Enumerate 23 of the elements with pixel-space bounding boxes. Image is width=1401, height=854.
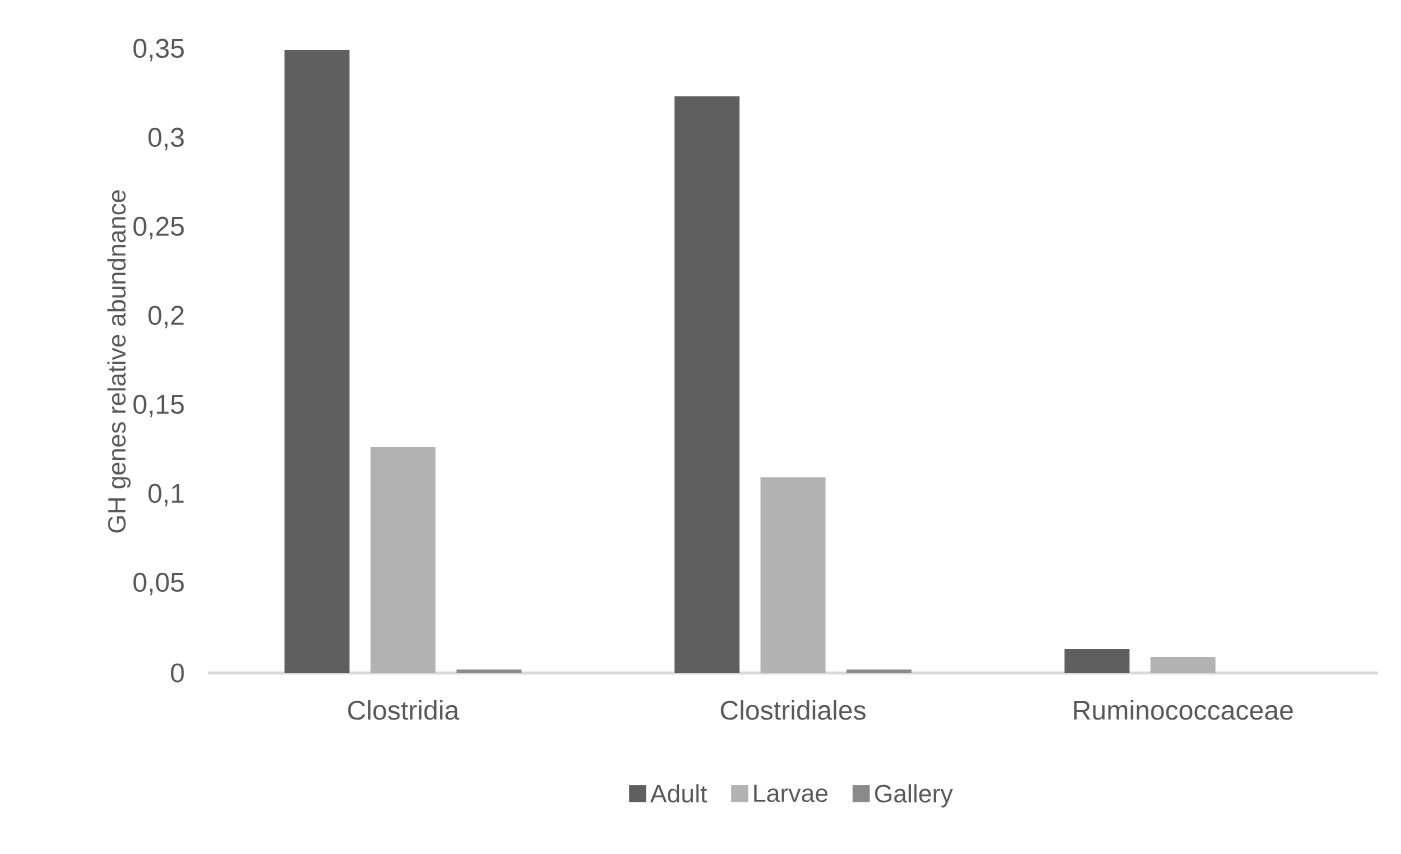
bar — [760, 477, 826, 673]
x-tick-label: Clostridia — [348, 700, 460, 720]
y-tick-label: 0,2 — [148, 305, 184, 329]
bar — [1150, 656, 1216, 673]
legend-label: Adult — [650, 784, 707, 803]
bar — [456, 669, 522, 673]
bar — [370, 446, 436, 673]
x-tick-label: Clostridiales — [720, 700, 866, 720]
y-tick-label: 0,25 — [133, 216, 184, 240]
y-axis-title: GH genes relative abundnance — [107, 190, 131, 533]
y-tick-label: 0,3 — [148, 127, 184, 151]
bar — [846, 669, 912, 673]
bar — [674, 96, 740, 673]
bar — [1064, 648, 1130, 673]
y-tick-label: 0,1 — [148, 483, 184, 507]
x-tick-label: Ruminococcaceae — [1074, 700, 1293, 720]
y-tick-label: 0,15 — [133, 394, 184, 418]
y-tick-label: 0,35 — [133, 38, 184, 62]
legend-label: Gallery — [874, 784, 953, 808]
bar — [284, 49, 350, 673]
y-tick-label: 0,05 — [133, 572, 184, 596]
y-tick-label: 0 — [170, 663, 184, 683]
legend-label: Larvae — [754, 784, 828, 803]
